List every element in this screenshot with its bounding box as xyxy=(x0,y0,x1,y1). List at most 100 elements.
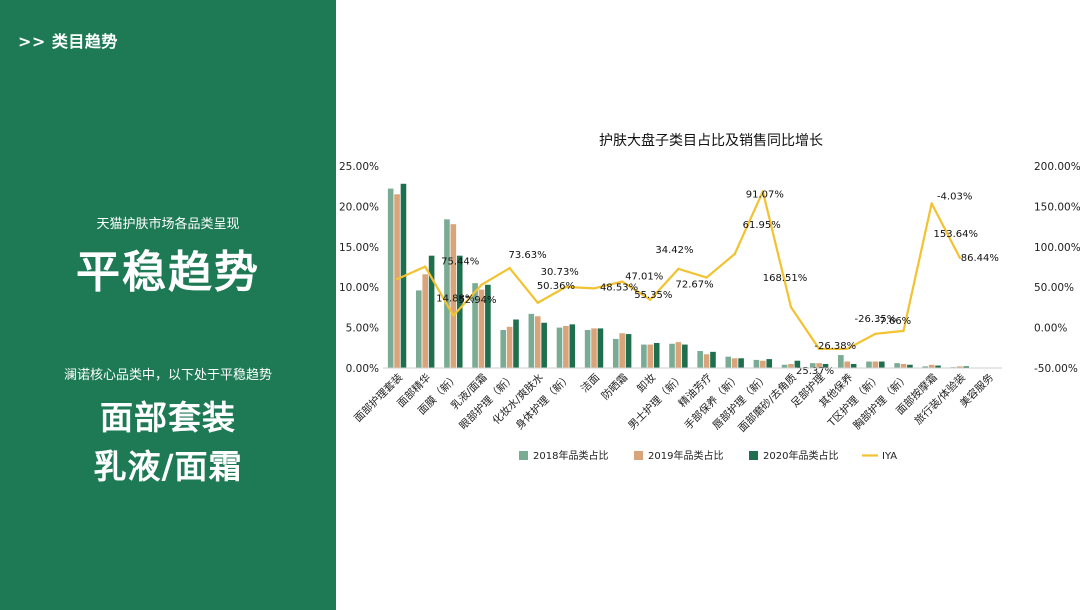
category-trend-chart: 护肤大盘子类目占比及销售同比增长 75.44% 14.88%52.94% 73.63… xyxy=(339,132,1080,462)
bar-2019 xyxy=(703,354,710,368)
iya-data-label: 14.88% xyxy=(436,294,474,305)
bar-2019 xyxy=(900,363,907,368)
panel-headline: 平稳趋势 xyxy=(76,247,260,298)
y-right-tick-label: 0.00% xyxy=(1034,323,1067,335)
category-tick-label: 防晒霜 xyxy=(599,371,630,402)
bar-2018 xyxy=(612,338,619,368)
iya-point xyxy=(958,256,961,259)
bar-2020 xyxy=(456,255,463,368)
iya-point xyxy=(874,332,877,335)
bar-2019 xyxy=(731,358,738,368)
iya-point xyxy=(649,298,652,301)
panel-subtitle: 天猫护肤市场各品类呈现 xyxy=(96,217,240,232)
y-left-tick-label: 10.00% xyxy=(339,282,379,294)
bar-2018 xyxy=(500,330,507,368)
bar-2019 xyxy=(534,316,541,368)
iya-data-label: 72.67% xyxy=(675,280,713,291)
iya-data-label: 73.63% xyxy=(509,250,547,261)
iya-data-label: 48.53% xyxy=(600,282,638,293)
bar-2019 xyxy=(647,344,654,368)
legend-label: 2018年品类占比 xyxy=(533,449,608,462)
iya-point xyxy=(705,276,708,279)
bar-2019 xyxy=(422,274,429,368)
bar-2020 xyxy=(878,361,885,368)
bar-2020 xyxy=(428,255,435,368)
legend-swatch xyxy=(749,451,758,460)
bar-2019 xyxy=(563,325,569,368)
legend-label: 2019年品类占比 xyxy=(648,449,723,462)
bar-2020 xyxy=(710,351,716,368)
iya-point xyxy=(480,283,483,287)
stable-category-2: 乳液/面霜 xyxy=(93,447,243,486)
legend-label: IYA xyxy=(882,451,897,462)
category-tick-label: 面部护理套装 xyxy=(351,371,405,425)
bar-2019 xyxy=(506,326,513,368)
iya-data-label: 30.73% xyxy=(541,267,579,278)
legend-swatch xyxy=(634,451,643,460)
bar-2020 xyxy=(485,284,491,368)
bar-2020 xyxy=(625,334,632,368)
legend-swatch xyxy=(519,451,528,460)
iya-point xyxy=(761,190,765,193)
iya-data-label: -7.66% xyxy=(876,316,911,327)
stable-category-1: 面部套装 xyxy=(100,398,236,437)
y-right-tick-label: 50.00% xyxy=(1034,282,1074,294)
y-right-tick-label: -50.00% xyxy=(1034,363,1078,375)
iya-point xyxy=(817,347,821,351)
bar-2019 xyxy=(450,224,457,368)
iya-data-label: 55.35% xyxy=(634,290,672,301)
bar-2018 xyxy=(416,290,422,368)
iya-point xyxy=(452,314,455,317)
bar-2020 xyxy=(513,319,519,368)
iya-data-label: 50.36% xyxy=(537,281,575,292)
iya-point xyxy=(536,301,539,304)
bar-2018 xyxy=(556,327,563,368)
y-right-tick-label: 150.00% xyxy=(1034,201,1080,213)
bar-2019 xyxy=(788,363,794,368)
y-left-tick-label: 15.00% xyxy=(339,242,379,254)
section-tag: >> 类目趋势 xyxy=(18,32,118,51)
iya-data-label: 153.64% xyxy=(934,229,979,240)
iya-point xyxy=(846,347,849,351)
bar-2020 xyxy=(794,360,801,368)
iya-point xyxy=(592,287,596,290)
bar-2018 xyxy=(472,283,478,368)
bar-2019 xyxy=(956,366,963,368)
iya-point xyxy=(395,277,399,281)
iya-data-label: -4.03% xyxy=(937,191,972,202)
bar-2018 xyxy=(725,356,732,368)
iya-point xyxy=(677,267,680,271)
bar-2018 xyxy=(528,313,535,368)
bar-2020 xyxy=(682,344,688,368)
bar-2020 xyxy=(935,365,941,368)
iya-point xyxy=(902,329,905,333)
bar-2019 xyxy=(872,361,879,368)
bar-2019 xyxy=(675,342,682,368)
iya-data-label: 52.94% xyxy=(458,295,496,306)
bar-2018 xyxy=(866,361,872,368)
bar-2019 xyxy=(844,361,851,368)
chart-title: 护肤大盘子类目占比及销售同比增长 xyxy=(599,132,823,149)
bar-2018 xyxy=(781,364,788,368)
iya-data-label: 47.01% xyxy=(625,272,663,283)
iya-point xyxy=(733,252,736,256)
bar-2019 xyxy=(394,194,400,368)
y-right-tick-label: 200.00% xyxy=(1034,161,1080,173)
bar-2018 xyxy=(669,343,675,368)
iya-point xyxy=(564,285,568,289)
iya-data-label: 34.42% xyxy=(655,245,693,256)
bar-2020 xyxy=(963,366,969,368)
bar-2020 xyxy=(653,342,660,368)
bar-2020 xyxy=(597,328,604,368)
iya-data-label: 91.07% xyxy=(746,189,784,200)
y-right-tick-label: 100.00% xyxy=(1034,242,1080,254)
iya-data-label: 75.44% xyxy=(441,257,479,268)
bar-2018 xyxy=(641,344,647,368)
iya-data-label: 61.95% xyxy=(743,220,781,231)
iya-data-label: 168.51% xyxy=(763,273,808,284)
iya-point xyxy=(930,202,933,205)
bar-2020 xyxy=(766,359,773,368)
iya-data-label: 25.37% xyxy=(796,366,834,377)
iya-data-label: 86.44% xyxy=(961,253,999,264)
bar-2020 xyxy=(541,322,547,368)
